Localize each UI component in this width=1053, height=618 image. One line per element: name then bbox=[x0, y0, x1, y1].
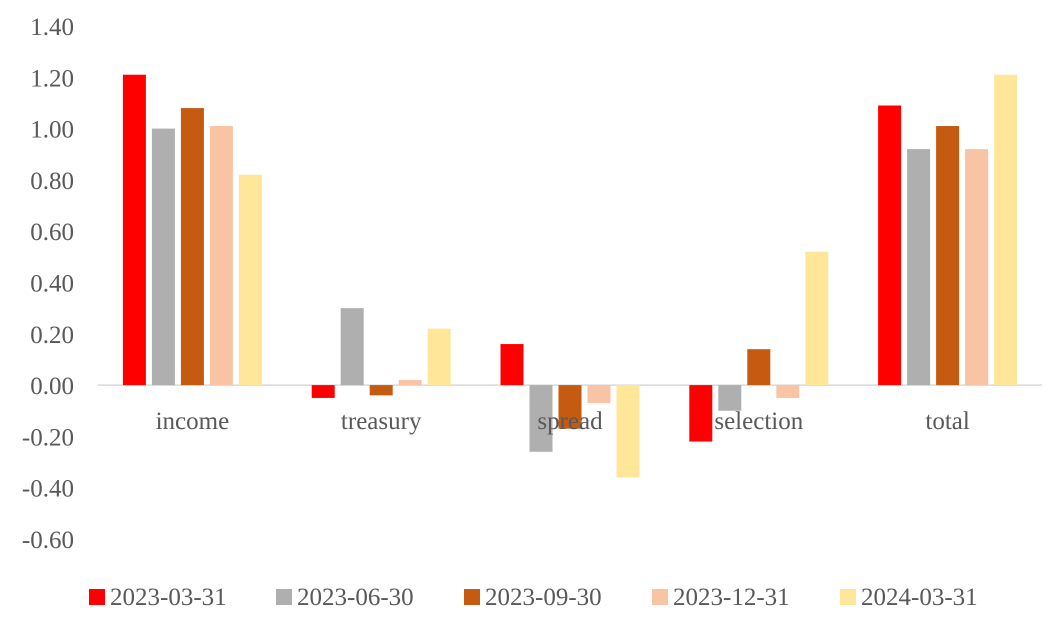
y-tick-label: -0.60 bbox=[22, 527, 74, 554]
category-label: total bbox=[925, 408, 969, 435]
bar bbox=[965, 149, 989, 386]
bars bbox=[122, 74, 1018, 478]
bar bbox=[907, 149, 931, 386]
category-label: income bbox=[156, 408, 230, 435]
legend-item: 2023-06-30 bbox=[276, 584, 414, 611]
bar bbox=[994, 74, 1018, 386]
category-label: spread bbox=[537, 408, 603, 435]
y-tick-label: 0.80 bbox=[30, 168, 74, 195]
bar bbox=[209, 126, 233, 386]
legend-label: 2023-03-31 bbox=[110, 584, 227, 611]
bar bbox=[529, 385, 553, 452]
bar bbox=[500, 344, 524, 386]
bar bbox=[718, 385, 742, 411]
legend-item: 2024-03-31 bbox=[840, 584, 978, 611]
legend-swatch bbox=[652, 589, 668, 605]
y-tick-label: 0.20 bbox=[30, 322, 74, 349]
bar bbox=[369, 385, 393, 396]
bar bbox=[616, 385, 640, 478]
y-tick-label: 1.20 bbox=[30, 65, 74, 92]
y-tick-label: -0.40 bbox=[22, 476, 74, 503]
bar bbox=[398, 379, 422, 386]
legend-item: 2023-09-30 bbox=[464, 584, 602, 611]
legend-swatch bbox=[464, 589, 480, 605]
legend-label: 2023-09-30 bbox=[485, 584, 602, 611]
bar bbox=[587, 385, 611, 404]
category-label: selection bbox=[714, 408, 803, 435]
legend-label: 2023-06-30 bbox=[297, 584, 414, 611]
bar bbox=[747, 349, 771, 386]
bar bbox=[878, 105, 902, 386]
legend-swatch bbox=[276, 589, 292, 605]
bar bbox=[776, 385, 800, 398]
bar bbox=[805, 251, 829, 386]
legend-label: 2023-12-31 bbox=[673, 584, 790, 611]
y-tick-label: 1.40 bbox=[30, 14, 74, 41]
legend-item: 2023-12-31 bbox=[652, 584, 790, 611]
category-label: treasury bbox=[341, 408, 422, 435]
bar bbox=[151, 128, 175, 386]
y-tick-label: 0.60 bbox=[30, 219, 74, 246]
y-tick-label: 1.00 bbox=[30, 117, 74, 144]
bar bbox=[427, 328, 451, 386]
bar bbox=[936, 126, 960, 386]
legend-swatch bbox=[840, 589, 856, 605]
legend-label: 2024-03-31 bbox=[861, 584, 978, 611]
legend: 2023-03-31 2023-06-30 2023-09-30 2023-12-31… bbox=[89, 584, 978, 611]
y-tick-label: 0.40 bbox=[30, 271, 74, 298]
y-tick-label: 0.00 bbox=[30, 373, 74, 400]
bar bbox=[340, 308, 364, 386]
bar bbox=[689, 385, 713, 442]
bar bbox=[558, 385, 582, 429]
category-labels: income treasury spread selection total bbox=[156, 408, 970, 435]
bar bbox=[311, 385, 335, 398]
y-tick-label: -0.20 bbox=[22, 424, 74, 451]
y-axis: 1.40 1.20 1.00 0.80 0.60 0.40 0.20 0.00 -0.20 -0.… bbox=[22, 14, 74, 554]
bar bbox=[238, 174, 262, 386]
bar bbox=[122, 74, 146, 386]
legend-swatch bbox=[89, 589, 105, 605]
legend-item: 2023-03-31 bbox=[89, 584, 227, 611]
bar bbox=[180, 108, 204, 386]
